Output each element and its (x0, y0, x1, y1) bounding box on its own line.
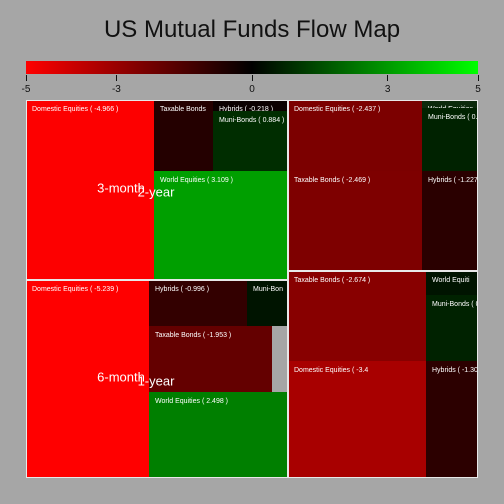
chart-title: US Mutual Funds Flow Map (103, 16, 401, 43)
treemap: Domestic Equities ( -4.966 ) Taxable Bond… (26, 100, 478, 478)
treemap-group-label: 3-month (97, 180, 145, 196)
treemap-cell-label: Hybrids ( -0.218 ) (219, 106, 274, 111)
treemap-group-border (288, 100, 478, 271)
treemap-cell: Muni-Bon (247, 280, 288, 326)
treemap-cell: Domestic Equities ( -4.966 ) (26, 100, 154, 280)
treemap-group-border (288, 271, 478, 478)
treemap-cell: Domestic Equities ( -3.4 (288, 361, 426, 478)
treemap-cell-label: Muni-Bon (253, 286, 283, 293)
treemap-cell: World Equities ( 3.109 ) (154, 171, 288, 280)
color-scale-tick-label: 3 (384, 84, 391, 95)
treemap-cell: World Equities ( 2.498 ) (149, 392, 288, 478)
color-scale-tick-label: -5 (21, 84, 31, 95)
treemap-cell-label: Hybrids ( -1.227 (428, 177, 478, 184)
treemap-cell-label: Muni-Bonds ( 0. (428, 114, 478, 121)
treemap-cell-label: World Equiti (432, 277, 470, 284)
treemap-group-label: 2-year (137, 184, 175, 200)
treemap-cell-label: Domestic Equities ( -2.437 ) (294, 106, 381, 113)
treemap-cell: Domestic Equities ( -2.437 ) (288, 100, 422, 171)
treemap-cell: Muni-Bonds ( 0. (426, 295, 478, 361)
treemap-cell: World Equiti (426, 271, 478, 295)
treemap-cell-label: Domestic Equities ( -5.239 ) (32, 286, 119, 293)
treemap-cell-label: World Equities ( 2.498 ) (155, 398, 229, 405)
treemap-cell-label: Taxable Bonds ( -2.674 ) (294, 277, 371, 284)
treemap-cell-label: Domestic Equities ( -4.966 ) (32, 106, 119, 113)
treemap-cell-label: Taxable Bonds (160, 106, 206, 113)
treemap-cell: Hybrids ( -0.218 ) (213, 100, 288, 111)
treemap-cell: Domestic Equities ( -5.239 ) (26, 280, 149, 478)
treemap-cell: Taxable Bonds ( -1.953 ) (149, 326, 272, 392)
treemap-cell: Hybrids ( -1.227 (422, 171, 478, 271)
treemap-cell-label: Hybrids ( -1.30 (432, 367, 478, 374)
treemap-cell: Muni-Bonds ( 0.884 ) (213, 111, 288, 171)
treemap-cell-label: Domestic Equities ( -3.4 (294, 367, 369, 374)
treemap-cell: Taxable Bonds ( -2.674 ) (288, 271, 426, 361)
color-scale-tick-label: -3 (111, 84, 121, 95)
color-scale-tick-label: 5 (475, 84, 481, 95)
color-scale-tick (251, 75, 253, 81)
treemap-cell: Hybrids ( -1.30 (426, 361, 478, 478)
color-scale-tick (477, 75, 479, 81)
color-scale-tick-label: 0 (249, 84, 255, 95)
treemap-group-label: 1-year (137, 373, 175, 389)
treemap-cell-label: Taxable Bonds ( -1.953 ) (155, 332, 232, 339)
color-scale-tick (25, 75, 27, 81)
treemap-cell: Hybrids ( -0.996 ) (149, 280, 247, 326)
color-scale-tick (387, 75, 389, 81)
treemap-cell-label: Taxable Bonds ( -2.469 ) (294, 177, 371, 184)
treemap-group-border (26, 100, 288, 280)
treemap-cell-label: Hybrids ( -0.996 ) (155, 286, 210, 293)
treemap-cell-label: World Equities ( 3.109 ) (160, 177, 234, 184)
color-scale-bar (26, 61, 478, 74)
treemap-cell-label: Muni-Bonds ( 0. (432, 301, 478, 308)
treemap-cell-label: Muni-Bonds ( 0.884 ) (219, 117, 285, 124)
treemap-cell-label: World Equities (428, 106, 473, 108)
treemap-group-border (26, 280, 288, 478)
treemap-cell: Muni-Bonds ( 0. (422, 108, 478, 171)
treemap-cell: World Equities (422, 100, 478, 108)
treemap-group-label: 6-month (97, 369, 145, 385)
color-scale-tick (115, 75, 117, 81)
treemap-cell: Taxable Bonds ( -2.469 ) (288, 171, 422, 271)
treemap-cell: Taxable Bonds (154, 100, 213, 171)
